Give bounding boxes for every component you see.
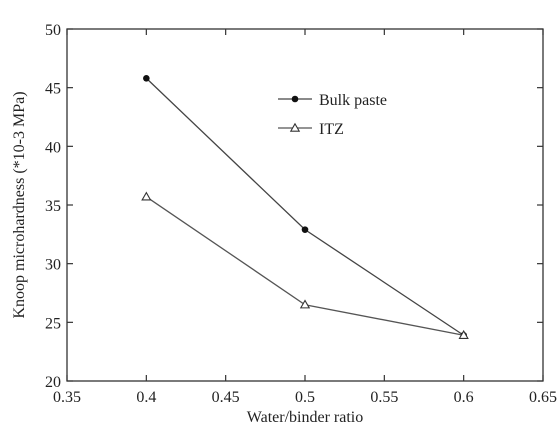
data-point-bulk-paste (301, 226, 309, 233)
x-tick-label: 0.6 (454, 389, 474, 406)
y-tick-label: 40 (45, 139, 61, 156)
data-point-itz (299, 299, 311, 309)
y-tick-label: 30 (45, 257, 61, 274)
x-tick-label: 0.4 (136, 389, 156, 406)
legend-marker-bulk-paste (291, 95, 299, 103)
x-tick-label: 0.45 (212, 389, 240, 406)
legend-marker-itz (289, 122, 301, 132)
y-tick-label: 20 (45, 374, 61, 391)
series-line-itz (145, 196, 464, 336)
y-tick-label: 25 (45, 315, 61, 332)
legend-label-bulk-paste: Bulk paste (319, 92, 387, 109)
legend-label-itz: ITZ (319, 121, 344, 138)
data-point-bulk-paste (143, 74, 150, 82)
series-line-bulk-paste (145, 77, 465, 336)
y-axis-title: Knoop microhardness (*10-3 MPa) (11, 91, 28, 318)
x-axis-title: Water/binder ratio (247, 409, 363, 426)
y-tick-label: 50 (45, 22, 61, 39)
y-tick-label: 45 (45, 81, 61, 98)
plot-frame (66, 28, 544, 382)
x-tick-label: 0.55 (370, 389, 398, 406)
data-point-itz (458, 329, 469, 339)
data-point-itz (141, 191, 152, 201)
y-tick-label: 35 (45, 198, 61, 215)
x-tick-label: 0.35 (53, 389, 81, 406)
x-tick-label: 0.5 (295, 389, 315, 406)
x-tick-label: 0.65 (529, 389, 557, 406)
